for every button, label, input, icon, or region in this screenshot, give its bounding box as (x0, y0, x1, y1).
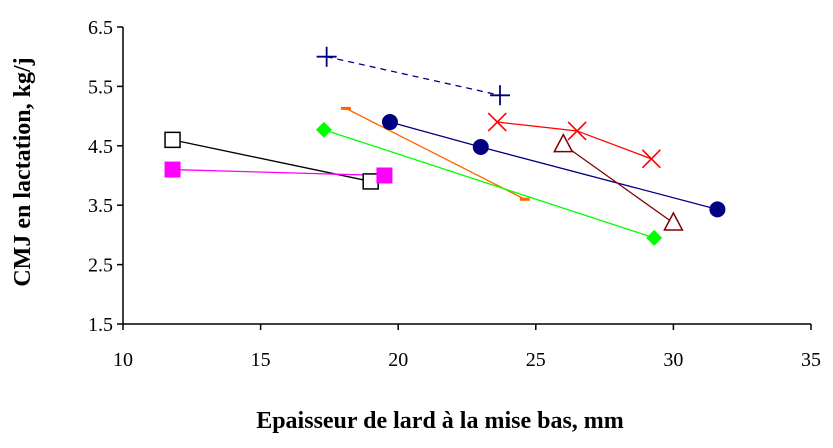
data-point (646, 229, 663, 246)
series-line (345, 107, 526, 200)
data-point (316, 46, 337, 67)
data-point (641, 149, 661, 169)
data-point (376, 167, 393, 184)
x-tick-label: 15 (251, 349, 271, 371)
data-point (663, 211, 684, 231)
series-line (326, 56, 501, 96)
series-line (389, 121, 718, 210)
data-point (553, 133, 574, 153)
y-tick-label: 6.5 (88, 17, 113, 39)
data-point (362, 173, 379, 190)
x-axis-title: Epaisseur de lard à la mise bas, mm (256, 408, 624, 434)
x-tick-label: 25 (526, 349, 546, 371)
y-axis-title: CMJ en lactation, kg/j (10, 57, 36, 286)
data-point (340, 106, 351, 110)
chart-axes (122, 27, 811, 325)
series-line (562, 144, 674, 224)
x-tick-label: 30 (663, 349, 683, 371)
data-point (164, 161, 181, 178)
y-tick-label: 2.5 (88, 255, 113, 277)
y-tick-label: 5.5 (88, 76, 113, 98)
data-point (487, 112, 507, 132)
x-tick-label: 35 (801, 349, 821, 371)
data-point (567, 121, 587, 141)
x-tick-label: 10 (113, 349, 133, 371)
data-point (315, 121, 332, 138)
data-point (709, 201, 726, 218)
series-line (172, 168, 385, 177)
series-line (323, 129, 655, 239)
series-line (172, 139, 371, 183)
data-point (164, 131, 181, 149)
y-tick-label: 1.5 (88, 314, 113, 336)
x-tick-label: 20 (388, 349, 408, 371)
y-tick-label: 4.5 (88, 136, 113, 158)
y-tick-label: 3.5 (88, 195, 113, 217)
data-point (472, 138, 489, 155)
data-point (381, 114, 398, 131)
data-point (519, 197, 530, 201)
data-point (490, 85, 511, 106)
